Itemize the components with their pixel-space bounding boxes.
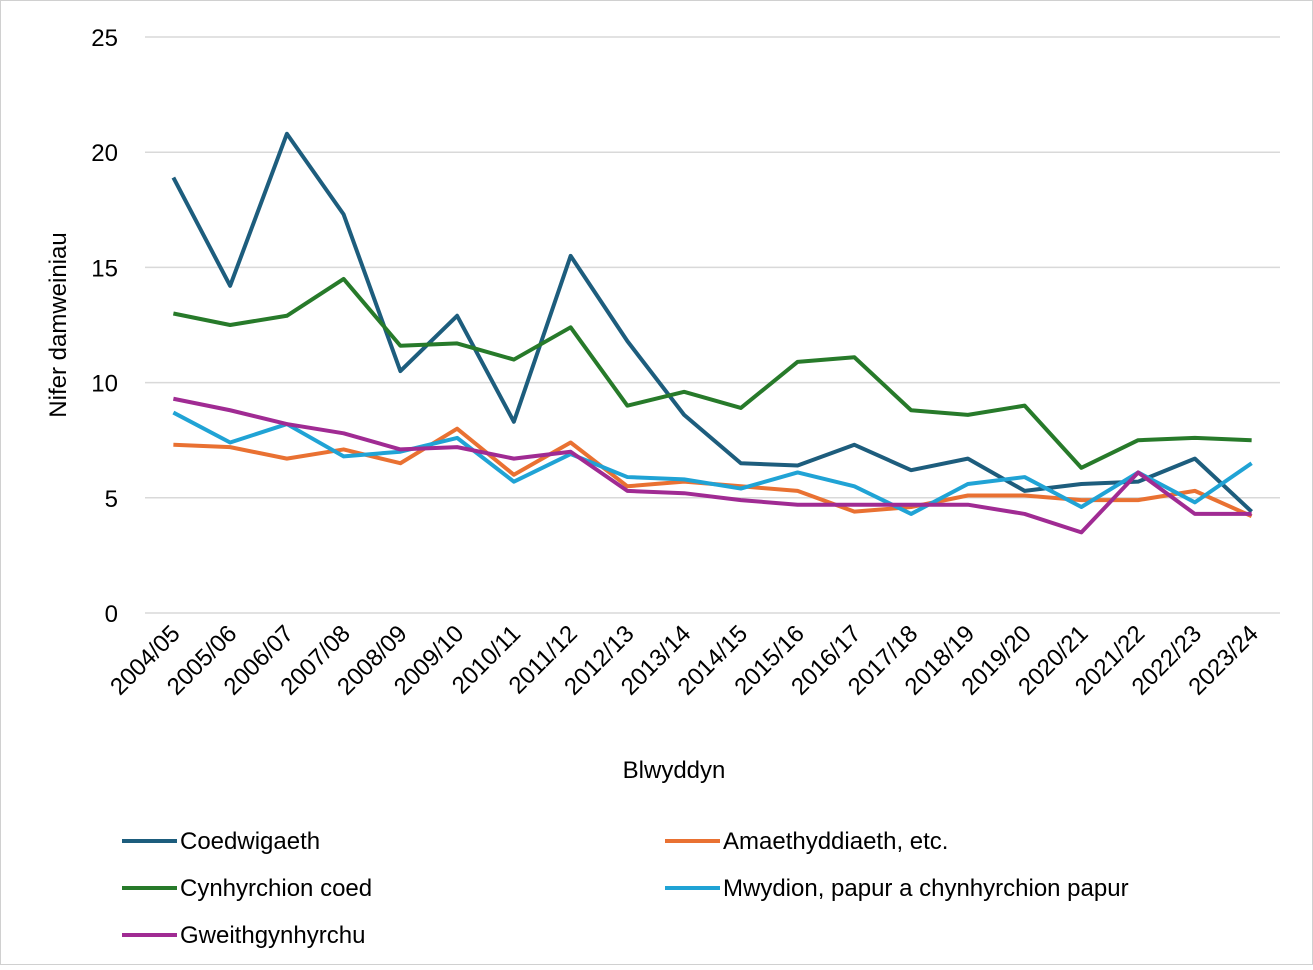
line-series bbox=[171, 131, 1253, 514]
legend-label: Gweithgynhyrchu bbox=[180, 922, 365, 949]
y-tick-label: 10 bbox=[91, 371, 118, 398]
legend-label: Mwydion, papur a chynhyrchion papur bbox=[723, 875, 1129, 902]
y-tick-label: 0 bbox=[105, 601, 118, 628]
y-axis-label: Nifer damweiniau bbox=[45, 232, 72, 417]
legend-label: Amaethyddiaeth, etc. bbox=[723, 828, 948, 855]
legend-label: Cynhyrchion coed bbox=[180, 875, 372, 902]
legend-label: Coedwigaeth bbox=[180, 828, 320, 855]
y-tick-label: 20 bbox=[91, 140, 118, 167]
line-series bbox=[172, 396, 1252, 535]
line-series bbox=[172, 410, 1253, 516]
y-tick-label: 25 bbox=[91, 25, 118, 52]
y-tick-label: 5 bbox=[105, 486, 118, 513]
y-tick-label: 15 bbox=[91, 255, 118, 282]
x-axis-label: Blwyddyn bbox=[623, 757, 726, 784]
line-series bbox=[172, 276, 1252, 470]
